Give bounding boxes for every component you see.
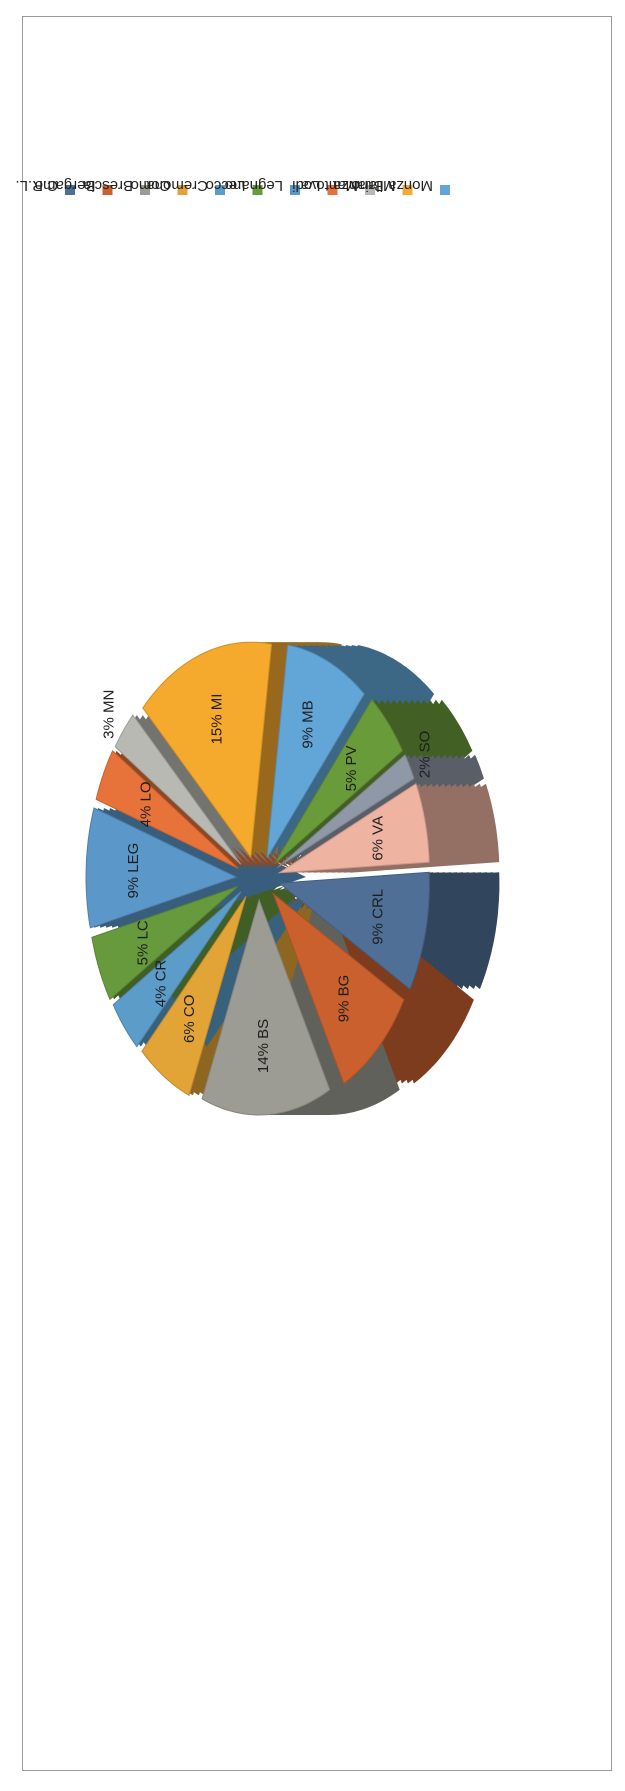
pie-slice	[85, 807, 238, 929]
slice-data-label: 6% VA	[369, 816, 386, 861]
pie-slice	[277, 783, 430, 874]
legend-label: Brescia	[82, 177, 133, 194]
slice-data-label: 4% CR	[152, 960, 169, 1008]
slice-data-label: 14% BS	[255, 1019, 272, 1073]
slice-data-label: 2% SO	[417, 731, 434, 779]
pie-slice	[91, 886, 239, 1001]
slice-data-label: 5% PV	[343, 745, 360, 791]
legend-label: Cremona	[146, 177, 208, 194]
legend-swatch	[327, 185, 338, 195]
legend-swatch	[440, 185, 450, 195]
legend-label: Como	[130, 177, 170, 194]
legend-item: Brescia	[82, 177, 150, 195]
slice-data-label: 5% LC	[135, 920, 152, 965]
legend-item: Monza Brianza	[332, 177, 450, 195]
pie-slice	[201, 898, 331, 1116]
pie-slice	[141, 896, 247, 1097]
legend-item: C.R.L.	[15, 177, 75, 195]
legend-label: Milano	[351, 177, 395, 194]
legend-label: Legnano	[225, 177, 283, 194]
slice-data-label: 9% LEG	[125, 843, 142, 899]
legend-swatch	[177, 185, 188, 195]
pie-slice	[266, 644, 365, 859]
pie-slice	[142, 641, 273, 859]
legend-item: Milano	[351, 177, 413, 195]
legend-swatch	[215, 185, 225, 195]
slice-data-label: 9% CRL	[370, 889, 387, 945]
legend-item: Como	[130, 177, 188, 195]
legend-swatch	[252, 185, 263, 195]
legend-swatch	[402, 185, 413, 195]
pie-labels: 9% CRL 9% BG 14% BS 6% CO 4% CR5% LC 9% LEG 4%…	[100, 690, 433, 1073]
pie-slice	[95, 750, 239, 869]
legend-label: Monza Brianza	[332, 177, 433, 194]
legend-label: Mantova	[300, 177, 358, 194]
legend-swatch	[102, 185, 113, 195]
slice-data-label: 9% BG	[335, 975, 352, 1023]
pie-slice	[112, 891, 242, 1048]
legend-label: Lecco	[205, 177, 245, 194]
pie-slice	[278, 871, 430, 990]
legend-item: Legnano	[225, 177, 300, 195]
legend-label: C.R.L.	[15, 177, 58, 194]
slice-data-label: 6% CO	[181, 995, 198, 1043]
legend-item: Mantova	[300, 177, 375, 195]
legend-item: Lecco	[205, 177, 263, 195]
pie-slice	[272, 892, 405, 1085]
legend-swatch	[140, 185, 150, 195]
legend-swatch	[290, 185, 300, 195]
slice-data-label: 15% MI	[208, 694, 225, 745]
legend-label: Bergamo	[35, 177, 96, 194]
legend-swatch	[65, 185, 75, 195]
slice-data-label: 3% MN	[100, 690, 117, 739]
legend-item: Bergamo	[35, 177, 113, 195]
legend-swatch	[365, 185, 375, 195]
pie-top-layer	[85, 641, 430, 1116]
pie-slice	[274, 698, 404, 865]
legend-label: Lodi	[292, 177, 320, 194]
pie-slice	[277, 753, 415, 869]
legend: C.R.L.BergamoBresciaComoCremonaLeccoLegn…	[15, 177, 450, 195]
slice-data-label: 9% MB	[300, 700, 317, 748]
pie-slice	[114, 714, 242, 865]
legend-item: Lodi	[292, 177, 338, 195]
legend-item: Cremona	[146, 177, 225, 195]
slice-data-label: 4% LO	[137, 781, 154, 827]
